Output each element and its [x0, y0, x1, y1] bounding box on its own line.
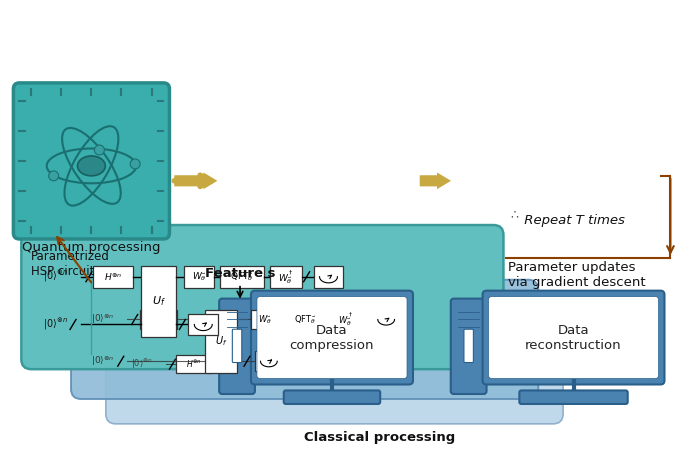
- FancyBboxPatch shape: [284, 391, 380, 404]
- FancyBboxPatch shape: [140, 266, 177, 338]
- FancyBboxPatch shape: [285, 310, 325, 329]
- FancyBboxPatch shape: [220, 266, 264, 288]
- Text: $|0\rangle^{\otimes n}$: $|0\rangle^{\otimes n}$: [131, 357, 153, 371]
- Text: $W_{\vec{\theta}}^\dagger$: $W_{\vec{\theta}}^\dagger$: [352, 356, 366, 373]
- FancyBboxPatch shape: [251, 291, 413, 385]
- Ellipse shape: [77, 156, 105, 176]
- FancyBboxPatch shape: [257, 297, 407, 379]
- Text: $|0\rangle^{\otimes n}$: $|0\rangle^{\otimes n}$: [43, 317, 68, 332]
- FancyBboxPatch shape: [301, 355, 340, 373]
- Text: $U_f$: $U_f$: [151, 295, 166, 308]
- Text: $W_{\vec{\theta}}$: $W_{\vec{\theta}}$: [258, 313, 272, 326]
- FancyBboxPatch shape: [372, 310, 400, 329]
- FancyBboxPatch shape: [451, 299, 486, 394]
- Text: Parameter updates
via gradient descent: Parameter updates via gradient descent: [508, 261, 646, 289]
- FancyBboxPatch shape: [219, 299, 255, 394]
- Text: $H^{\otimes n}$: $H^{\otimes n}$: [186, 359, 202, 370]
- Text: Repeat T times: Repeat T times: [521, 213, 625, 226]
- FancyBboxPatch shape: [21, 225, 503, 369]
- FancyBboxPatch shape: [251, 310, 279, 329]
- Circle shape: [95, 145, 104, 155]
- FancyBboxPatch shape: [519, 391, 627, 404]
- FancyBboxPatch shape: [330, 310, 360, 329]
- Circle shape: [130, 159, 140, 169]
- Text: Data
reconstruction: Data reconstruction: [525, 324, 622, 352]
- FancyBboxPatch shape: [177, 355, 212, 373]
- Text: $H^{\otimes n}$: $H^{\otimes n}$: [150, 313, 167, 326]
- Text: $|0\rangle^{\otimes n}$: $|0\rangle^{\otimes n}$: [91, 354, 114, 368]
- Text: $\mathrm{QFT}_{\vec{\theta}}$: $\mathrm{QFT}_{\vec{\theta}}$: [310, 358, 331, 371]
- FancyBboxPatch shape: [93, 266, 133, 288]
- FancyBboxPatch shape: [71, 280, 538, 399]
- FancyBboxPatch shape: [106, 325, 563, 424]
- FancyBboxPatch shape: [255, 351, 283, 371]
- FancyBboxPatch shape: [14, 83, 169, 239]
- Text: Parametrized
HSP circuit: Parametrized HSP circuit: [32, 250, 110, 278]
- FancyBboxPatch shape: [464, 329, 473, 363]
- Text: $H^{\otimes n}$: $H^{\otimes n}$: [103, 271, 122, 283]
- Text: $U_f$: $U_f$: [243, 372, 254, 385]
- Text: $|0\rangle^{\otimes n}$: $|0\rangle^{\otimes n}$: [43, 269, 68, 284]
- Text: Feature s: Feature s: [205, 267, 275, 280]
- FancyBboxPatch shape: [270, 355, 296, 373]
- Text: Quantum processing: Quantum processing: [22, 241, 161, 254]
- FancyBboxPatch shape: [345, 355, 373, 373]
- FancyBboxPatch shape: [482, 291, 664, 385]
- FancyBboxPatch shape: [184, 266, 214, 288]
- Text: $W_{\vec{\theta}}$: $W_{\vec{\theta}}$: [192, 271, 207, 283]
- FancyBboxPatch shape: [270, 266, 301, 288]
- Text: $\mathrm{QFT}_{\vec{\theta}}$: $\mathrm{QFT}_{\vec{\theta}}$: [294, 313, 316, 326]
- Circle shape: [49, 171, 59, 181]
- Text: $|0\rangle^{\otimes n}$: $|0\rangle^{\otimes n}$: [91, 312, 114, 326]
- FancyBboxPatch shape: [140, 310, 177, 329]
- Text: $\therefore$: $\therefore$: [508, 208, 520, 221]
- FancyBboxPatch shape: [385, 355, 411, 373]
- Text: Data
compression: Data compression: [290, 324, 374, 352]
- Text: Classical processing: Classical processing: [303, 431, 455, 444]
- FancyBboxPatch shape: [206, 310, 237, 373]
- Text: $\mathrm{QFT}_{\vec{\theta}}$: $\mathrm{QFT}_{\vec{\theta}}$: [230, 271, 254, 283]
- Text: $U_f$: $U_f$: [215, 334, 227, 348]
- FancyBboxPatch shape: [232, 329, 242, 363]
- FancyBboxPatch shape: [314, 266, 343, 288]
- FancyBboxPatch shape: [488, 297, 658, 379]
- Text: $W_{\vec{\theta}}^\dagger$: $W_{\vec{\theta}}^\dagger$: [278, 268, 294, 286]
- FancyBboxPatch shape: [188, 313, 218, 335]
- Text: $W_{\vec{\theta}}^\dagger$: $W_{\vec{\theta}}^\dagger$: [338, 311, 353, 328]
- Text: $W_{\vec{\theta}}$: $W_{\vec{\theta}}$: [277, 358, 289, 371]
